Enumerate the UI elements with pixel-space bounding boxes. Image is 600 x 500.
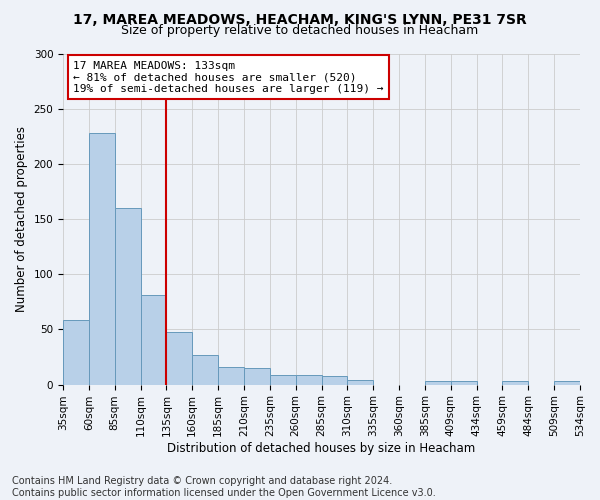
Bar [115,208,140,384]
Text: 17 MAREA MEADOWS: 133sqm
← 81% of detached houses are smaller (520)
19% of semi-: 17 MAREA MEADOWS: 133sqm ← 81% of detach… [73,60,384,94]
Bar [244,368,270,384]
Bar [63,320,89,384]
Bar [89,134,115,384]
Text: 17, MAREA MEADOWS, HEACHAM, KING'S LYNN, PE31 7SR: 17, MAREA MEADOWS, HEACHAM, KING'S LYNN,… [73,12,527,26]
Bar [451,382,476,384]
Y-axis label: Number of detached properties: Number of detached properties [15,126,28,312]
Bar [140,296,166,384]
Bar [218,367,244,384]
Bar [425,382,451,384]
Text: Size of property relative to detached houses in Heacham: Size of property relative to detached ho… [121,24,479,37]
X-axis label: Distribution of detached houses by size in Heacham: Distribution of detached houses by size … [167,442,476,455]
Bar [296,374,322,384]
Bar [554,382,580,384]
Text: Contains HM Land Registry data © Crown copyright and database right 2024.
Contai: Contains HM Land Registry data © Crown c… [12,476,436,498]
Bar [270,374,296,384]
Bar [347,380,373,384]
Bar [166,332,192,384]
Bar [192,355,218,384]
Bar [502,382,529,384]
Bar [322,376,347,384]
